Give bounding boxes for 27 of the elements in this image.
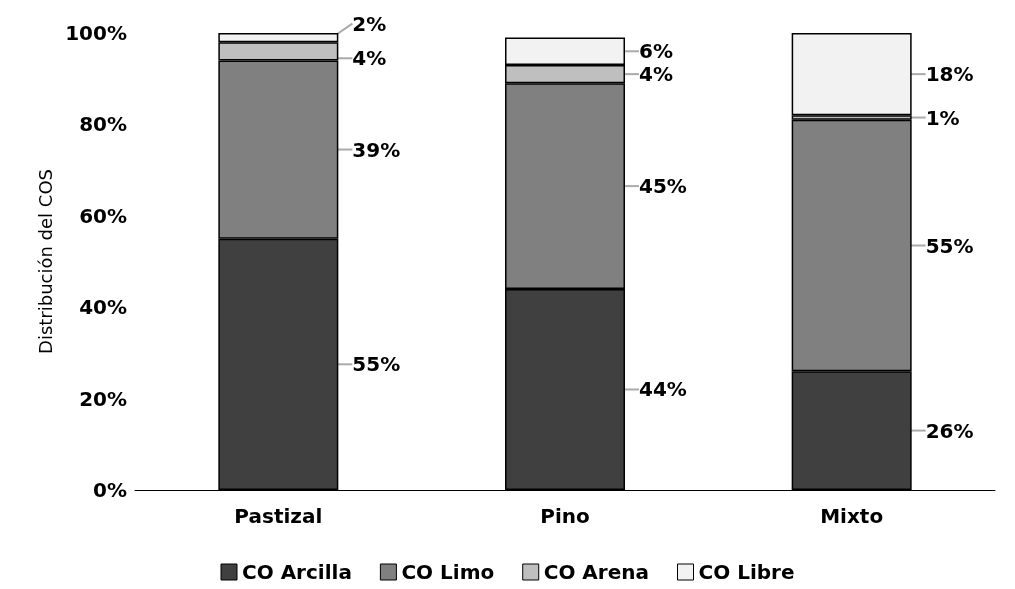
legend-label: CO Limo	[401, 560, 495, 584]
data-label: 55%	[352, 352, 401, 377]
data-label: 4%	[639, 62, 673, 87]
y-tick-label: 80%	[79, 112, 127, 137]
bar	[791, 33, 912, 116]
x-tick-label: Mixto	[820, 504, 884, 528]
data-label: 45%	[639, 174, 687, 199]
y-tick-label: 40%	[79, 295, 127, 320]
data-label: 4%	[352, 46, 387, 71]
data-label: 44%	[639, 377, 687, 402]
data-label: 55%	[925, 233, 974, 258]
legend-label: CO Arcilla	[242, 560, 352, 584]
x-tick-label: Pino	[540, 504, 590, 528]
y-tick-label: 0%	[93, 478, 127, 502]
data-label: 2%	[352, 11, 387, 36]
legend-label: CO Libre	[698, 560, 795, 584]
x-tick-label: Pastizal	[234, 504, 323, 528]
data-label: 26%	[925, 418, 974, 443]
y-tick-label: 60%	[79, 203, 127, 228]
y-tick-label: 20%	[79, 386, 127, 411]
y-tick-label: 100%	[65, 21, 127, 45]
data-label: 1%	[925, 105, 960, 130]
data-label: 6%	[639, 39, 673, 64]
data-label: 18%	[925, 62, 974, 87]
legend-label: CO Arena	[543, 560, 650, 584]
data-label: 39%	[352, 137, 401, 162]
y-axis-title: Distribución del COS	[34, 169, 56, 354]
